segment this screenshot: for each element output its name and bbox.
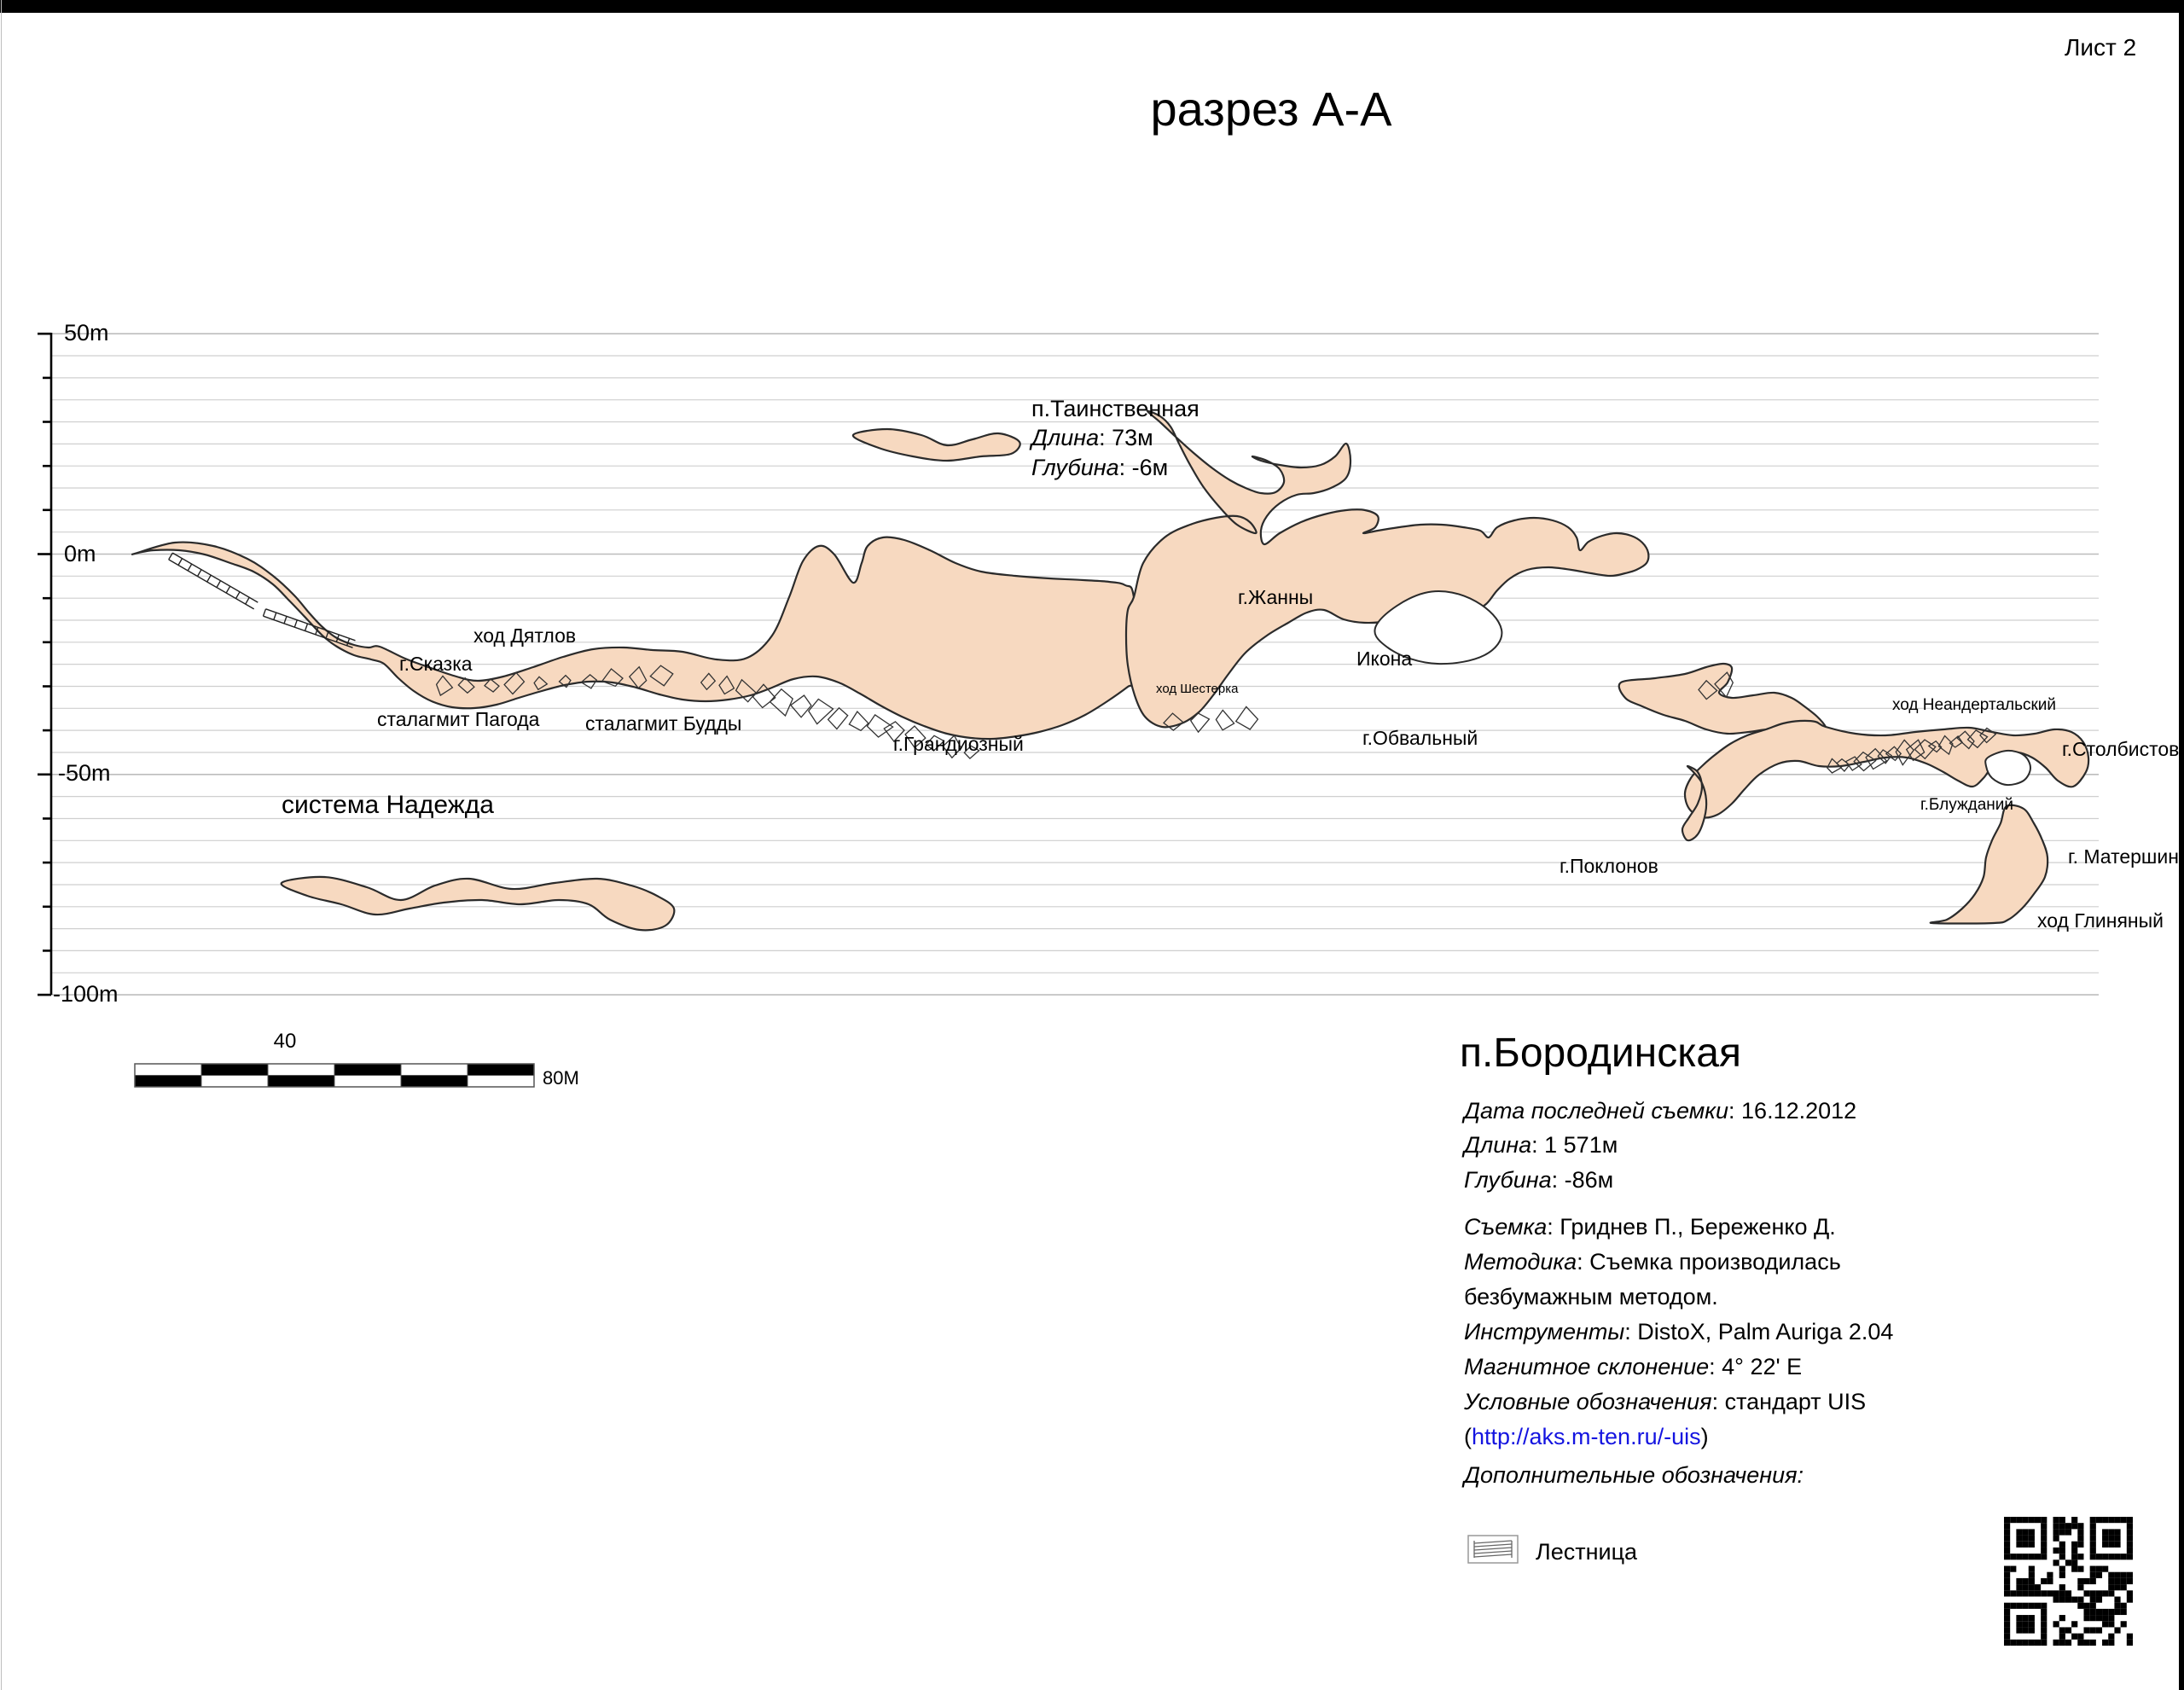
svg-text:система Надежда: система Надежда bbox=[282, 791, 494, 819]
svg-text:ход Неандертальский: ход Неандертальский bbox=[1892, 696, 2056, 714]
svg-text:ход Шестерка: ход Шестерка bbox=[1156, 682, 1239, 696]
svg-text:Икона: Икона bbox=[1356, 648, 1412, 670]
svg-text:50m: 50m bbox=[64, 320, 109, 346]
svg-text:-100m: -100m bbox=[53, 981, 119, 1007]
svg-text:Инструменты: DistoX, Palm Auri: Инструменты: DistoX, Palm Auriga 2.04 bbox=[1464, 1319, 1893, 1344]
svg-text:сталагмит Пагода: сталагмит Пагода bbox=[377, 708, 540, 730]
svg-text:Дополнительные обозначения:: Дополнительные обозначения: bbox=[1461, 1462, 1804, 1488]
svg-text:г.Столбистов: г.Столбистов bbox=[2062, 738, 2179, 760]
svg-text:г.Поклонов: г.Поклонов bbox=[1560, 855, 1658, 877]
svg-text:80М: 80М bbox=[543, 1067, 579, 1089]
svg-text:0m: 0m bbox=[64, 541, 96, 566]
svg-text:Методика: Съемка производилась: Методика: Съемка производилась bbox=[1464, 1249, 1841, 1275]
svg-text:ход Глиняный: ход Глиняный bbox=[2037, 909, 2164, 932]
svg-text:п.Бородинская: п.Бородинская bbox=[1460, 1031, 1741, 1076]
svg-text:г.Обвальный: г.Обвальный bbox=[1362, 727, 1478, 749]
svg-text:Длина: 1 571м: Длина: 1 571м bbox=[1461, 1132, 1618, 1158]
svg-text:г.Сказка: г.Сказка bbox=[399, 653, 473, 675]
svg-text:г.Жанны: г.Жанны bbox=[1238, 586, 1313, 608]
svg-text:Лестница: Лестница bbox=[1536, 1539, 1638, 1565]
svg-text:безбумажным методом.: безбумажным методом. bbox=[1464, 1284, 1718, 1310]
svg-text:ход Дятлов: ход Дятлов bbox=[473, 624, 576, 647]
svg-text:Глубина: -86м: Глубина: -86м bbox=[1464, 1167, 1613, 1193]
svg-text:г.Грандиозный: г.Грандиозный bbox=[893, 733, 1024, 755]
svg-text:Глубина: -6м: Глубина: -6м bbox=[1031, 455, 1168, 480]
svg-text:Дата последней съемки: 16.12.2: Дата последней съемки: 16.12.2012 bbox=[1461, 1098, 1856, 1124]
svg-text:сталагмит Будды: сталагмит Будды bbox=[585, 712, 741, 735]
svg-text:г.Блужданий: г.Блужданий bbox=[1920, 796, 2013, 814]
svg-text:Съемка: Гриднев П., Береженко: Съемка: Гриднев П., Береженко Д. bbox=[1464, 1214, 1836, 1240]
svg-text:Условные обозначения: стандарт: Условные обозначения: стандарт UIS bbox=[1463, 1389, 1866, 1414]
svg-text:-50m: -50m bbox=[58, 760, 111, 786]
svg-text:Длина: 73м: Длина: 73м bbox=[1029, 425, 1153, 450]
svg-text:40: 40 bbox=[274, 1030, 297, 1053]
svg-text:Магнитное склонение: 4° 22' E: Магнитное склонение: 4° 22' E bbox=[1464, 1354, 1802, 1379]
svg-text:(http://aks.m-ten.ru/-uis): (http://aks.m-ten.ru/-uis) bbox=[1464, 1424, 1709, 1449]
svg-text:п.Таинственная: п.Таинственная bbox=[1031, 396, 1199, 421]
svg-text:г. Матершинный: г. Матершинный bbox=[2068, 845, 2184, 868]
